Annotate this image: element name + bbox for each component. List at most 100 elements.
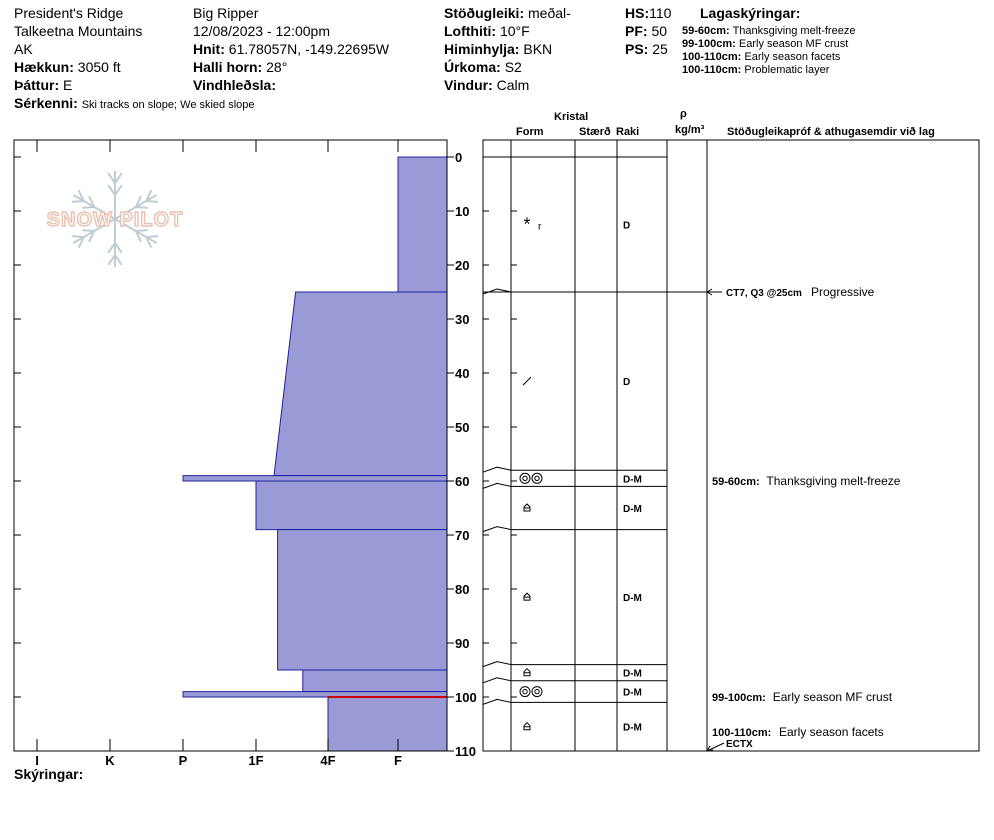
snowflake-branch <box>145 236 153 249</box>
airtemp-row: Lofthiti: 10°F <box>444 23 530 39</box>
snowflake-branch <box>77 189 85 202</box>
comment-text: Early season MF crust <box>773 690 893 704</box>
depth-tick-label: 80 <box>455 582 469 597</box>
header-form: Form <box>516 126 544 138</box>
snowflake-branch <box>107 184 116 196</box>
snowflake-branch <box>71 200 84 203</box>
date-time: 12/08/2023 - 12:00pm <box>193 23 330 39</box>
aspect-value: E <box>63 77 73 93</box>
legend-text: Early season facets <box>744 51 841 63</box>
header-kristal: Kristal <box>554 111 589 123</box>
comment-depth: 99-100cm: <box>712 692 766 704</box>
elevation-label: Hækkun: <box>14 59 74 75</box>
moisture-value: D-M <box>623 474 642 485</box>
moisture-value: D-M <box>623 593 642 604</box>
precip-row: Úrkoma: S2 <box>444 59 522 75</box>
grain-decomposing-icon <box>522 376 532 386</box>
hardness-layer <box>327 696 448 752</box>
grain-facets-icon <box>523 503 531 512</box>
snowflake-branch <box>146 200 159 203</box>
legend-depth: 100-110cm: <box>682 51 742 63</box>
snowflake-branch <box>134 195 142 208</box>
hardness-tick-label: 1F <box>248 753 263 768</box>
logo-text: SNOW PILOT <box>47 209 184 231</box>
hardness-tick-label: P <box>179 753 188 768</box>
slope-row: Halli horn: 28° <box>193 59 287 75</box>
header-rho: ρ <box>680 108 687 120</box>
wind-row: Vindur: Calm <box>444 77 529 93</box>
moisture-value: D-M <box>623 669 642 680</box>
header-comments: Stöðugleikapróf & athugasemdir við lag <box>727 126 935 138</box>
hardness-layer <box>273 291 448 477</box>
aspect-row: Þáttur: E <box>14 77 72 93</box>
comment-text: Thanksgiving melt-freeze <box>766 474 900 488</box>
rime-mark: r <box>538 222 542 233</box>
stability-value: meðal- <box>528 5 571 21</box>
precip-label: Úrkoma: <box>444 59 501 75</box>
grain-melt-freeze-icon <box>519 686 531 698</box>
depth-tick-label: 90 <box>455 636 469 651</box>
depth-tick-label: 20 <box>455 258 469 273</box>
grain-melt-freeze-icon <box>534 688 540 695</box>
snowflake-branch <box>107 172 116 184</box>
snowflake-branch <box>71 235 84 238</box>
snowflake-branch <box>145 189 153 202</box>
hs-label: HS: <box>625 5 650 21</box>
snowflake-branch <box>114 172 123 184</box>
slope-label: Halli horn: <box>193 59 263 75</box>
arrow-head-icon <box>706 288 713 296</box>
layer-connector <box>482 466 512 473</box>
sky-label: Himinhylja: <box>444 41 520 57</box>
features-row: Sérkenni: Ski tracks on slope; We skied … <box>14 95 255 111</box>
snowflake-branch <box>88 230 96 243</box>
pf-value: 50 <box>651 23 668 39</box>
features-label: Sérkenni: <box>14 95 78 111</box>
depth-tick-label: 100 <box>455 690 477 705</box>
depth-tick-label: 60 <box>455 474 469 489</box>
test-label: ECTX <box>726 739 753 750</box>
legend-depth: 99-100cm: <box>682 38 736 50</box>
stability-label: Stöðugleiki: <box>444 5 525 21</box>
mountain-range: Talkeetna Mountains <box>14 23 143 39</box>
depth-tick-label: 50 <box>455 420 469 435</box>
location-name: President's Ridge <box>14 5 124 21</box>
hardness-tick-label: I <box>35 753 39 768</box>
ps-row: PS: 25 <box>625 41 668 57</box>
grain-melt-freeze-icon <box>531 472 543 484</box>
legend-item: 59-60cm: Thanksgiving melt-freeze <box>682 25 855 37</box>
pf-row: PF: 50 <box>625 23 667 39</box>
snowflake-branch <box>77 236 85 249</box>
hardness-plot-frame <box>13 139 448 752</box>
snowpilot-logo: SNOW PILOT <box>46 171 184 267</box>
features-value: Ski tracks on slope; We skied slope <box>81 99 255 111</box>
legend-depth: 59-60cm: <box>682 25 730 37</box>
grain-melt-freeze-icon <box>522 688 528 695</box>
snowflake-branch <box>146 235 159 238</box>
slope-value: 28° <box>266 59 288 75</box>
comments-column: CT7, Q3 @25cm Progressive ECTX 59-60cm: Than… <box>706 285 901 752</box>
depth-tick-label: 30 <box>455 312 469 327</box>
hardness-layer <box>277 529 448 671</box>
arrow-head-icon <box>706 745 714 752</box>
layer-connector <box>482 661 512 668</box>
test-arrow <box>706 742 725 752</box>
legend-item: 100-110cm: Problematic layer <box>682 64 829 76</box>
moisture-value: D <box>623 221 630 232</box>
layer-connector <box>482 698 512 705</box>
hardness-layer <box>255 480 448 531</box>
depth-tick-label: 70 <box>455 528 469 543</box>
snowflake-branch <box>135 229 148 232</box>
wind-value: Calm <box>496 77 530 93</box>
stability-row: Stöðugleiki: meðal- <box>444 5 571 21</box>
comment-depth: 59-60cm: <box>712 476 760 488</box>
hardness-tick-label: F <box>394 753 402 768</box>
moisture-value: D <box>623 377 630 388</box>
grain-melt-freeze-icon <box>522 475 528 481</box>
coords-row: Hnit: 61.78057N, -149.22695W <box>193 41 389 57</box>
snowflake-branch <box>114 254 123 266</box>
legend-title: Lagaskýringar: <box>700 5 801 21</box>
test-result: Progressive <box>811 285 875 299</box>
grain-melt-freeze-icon <box>531 686 543 698</box>
snowflake-branch <box>107 242 116 254</box>
